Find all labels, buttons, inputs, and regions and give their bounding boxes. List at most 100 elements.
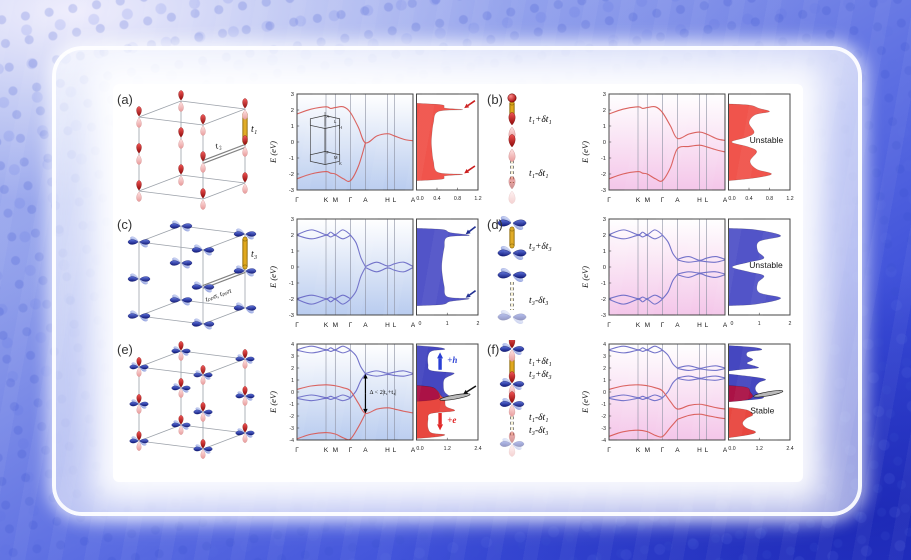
svg-text:A: A [723, 322, 727, 329]
bond-label-gold: t₁ [251, 124, 257, 135]
svg-text:-1: -1 [601, 281, 606, 287]
svg-text:-1: -1 [601, 402, 606, 408]
dos-plot-e: +h +e 0.0 1.2 2.4 [415, 340, 483, 464]
svg-text:3: 3 [291, 217, 294, 223]
chain-svg-f: t₁+δt₁ t₃+δt₃ t₁-δt₁ t₃-δt₃ [499, 340, 552, 457]
panel-d: (d) t₃+δt₃ t₃-δt₃ E (eV) -3 -2 -1 0 1 2 3 Γ K M Γ A H L… [485, 215, 795, 339]
y-axis-label: E (eV) [268, 141, 279, 163]
svg-text:A: A [363, 447, 368, 454]
svg-text:1: 1 [603, 249, 606, 255]
chain-svg-b: t₁+δt₁ t₁-δt₁ [507, 93, 552, 204]
dos-pointer-arrow-icon [464, 100, 476, 109]
dos-pointer-arrow-icon [465, 226, 477, 235]
gray-dos-lens [753, 390, 784, 398]
svg-text:2: 2 [603, 366, 606, 372]
svg-text:M: M [333, 197, 338, 204]
svg-text:+h: +h [447, 355, 457, 365]
svg-text:Γ: Γ [607, 197, 611, 204]
svg-text:K: K [324, 322, 329, 329]
dos-svg-d: Unstable 0 1 2 [728, 218, 792, 327]
dos-annotation: Unstable [749, 260, 783, 270]
panel-c: (c) t₃ tₚₚσ, tₚₚπ E (eV) -3 -2 -1 0 1 2 3 Γ K M Γ A H L… [115, 215, 483, 339]
svg-text:K: K [636, 197, 641, 204]
svg-text:-4: -4 [601, 438, 606, 444]
svg-text:0: 0 [731, 321, 734, 327]
svg-text:0: 0 [603, 265, 606, 271]
dos-svg-c: 0 1 2 [416, 218, 480, 327]
svg-text:0.0: 0.0 [416, 196, 423, 202]
y-axis-label: E (eV) [580, 141, 591, 163]
svg-text:3: 3 [291, 92, 294, 98]
chain-f: (f) t₁+δt₁ t₃+δt₃ t₁-δt₁ t₃-δt₃ [485, 340, 579, 464]
hopping-label: t₃+δt₃ [529, 370, 552, 380]
panel-a: (a) t₁ t₂ E (eV) A L H Γ M K -3 -2 -1 0 1 2 3 Γ K M Γ A H L A … [115, 90, 483, 214]
svg-text:-3: -3 [289, 426, 294, 432]
dos-plot-f: Stable 0.0 1.2 2.4 [727, 340, 795, 464]
band-plot-d: E (eV) -3 -2 -1 0 1 2 3 Γ K M Γ A H L A [579, 215, 727, 339]
dos-plot-b: Unstable 0.0 0.4 0.8 1.2 [727, 90, 795, 214]
svg-text:A: A [363, 197, 368, 204]
svg-text:L: L [705, 197, 709, 204]
svg-text:A: A [675, 197, 680, 204]
panel-e: (e) E (eV) Δ < 2|t₁+t₃| -4 -3 -2 -1 0 1 2 3 4 Γ K M Γ A… [115, 340, 483, 464]
band-plot-b: E (eV) -3 -2 -1 0 1 2 3 Γ K M Γ A H L A [579, 90, 727, 214]
svg-text:A: A [411, 322, 415, 329]
hopping-label: t₃-δt₃ [529, 426, 548, 436]
chain-d: (d) t₃+δt₃ t₃-δt₃ [485, 215, 579, 339]
svg-text:1: 1 [603, 378, 606, 384]
svg-text:2: 2 [291, 233, 294, 239]
band-plot-c: E (eV) -3 -2 -1 0 1 2 3 Γ K M Γ A H L A [267, 215, 415, 339]
svg-text:-1: -1 [289, 281, 294, 287]
electron-arrow-icon [437, 413, 444, 431]
svg-text:0.4: 0.4 [433, 196, 440, 202]
svg-text:4: 4 [291, 342, 294, 348]
svg-text:1: 1 [603, 124, 606, 130]
svg-text:A: A [363, 322, 368, 329]
hole-arrow-icon [437, 352, 444, 370]
svg-text:L: L [393, 447, 397, 454]
svg-text:Γ: Γ [295, 322, 299, 329]
svg-text:-3: -3 [601, 426, 606, 432]
band-plot-f: E (eV) -4 -3 -2 -1 0 1 2 3 4 Γ K M Γ A H L A [579, 340, 727, 464]
svg-text:-4: -4 [289, 438, 294, 444]
dos-svg-e: +h +e 0.0 1.2 2.4 [416, 343, 482, 452]
svg-text:-1: -1 [289, 156, 294, 162]
svg-text:1.2: 1.2 [756, 446, 763, 452]
band-svg-d: -3 -2 -1 0 1 2 3 Γ K M Γ A H L A [601, 217, 727, 329]
band-plot-a: E (eV) A L H Γ M K -3 -2 -1 0 1 2 3 Γ K M Γ A H L A [267, 90, 415, 214]
svg-text:Γ: Γ [327, 150, 330, 155]
bond-label-diagonal: t₂ [214, 140, 223, 151]
hopping-label: t₃-δt₃ [529, 296, 548, 306]
svg-text:1: 1 [446, 321, 449, 327]
svg-text:Γ: Γ [661, 447, 665, 454]
dos-annotation: Stable [750, 406, 774, 416]
hopping-label: t₁+δt₁ [529, 357, 552, 367]
band-svg-c: -3 -2 -1 0 1 2 3 Γ K M Γ A H L A [289, 217, 415, 329]
panel-label-c: (c) [117, 217, 133, 232]
svg-text:A: A [411, 197, 415, 204]
svg-text:M: M [645, 322, 650, 329]
svg-text:0: 0 [291, 140, 294, 146]
hopping-label: t₁-δt₁ [529, 169, 548, 179]
svg-text:-2: -2 [289, 297, 294, 303]
hopping-label: t₁-δt₁ [529, 413, 548, 423]
svg-text:-1: -1 [289, 402, 294, 408]
svg-text:1.2: 1.2 [474, 196, 481, 202]
svg-text:K: K [324, 447, 329, 454]
svg-text:Γ: Γ [349, 322, 353, 329]
chain-b: (b) t₁+δt₁ t₁-δt₁ [485, 90, 579, 214]
lattice-svg-a: t₁ t₂ [136, 90, 257, 210]
dos-pointer-arrow-icon [464, 165, 476, 174]
svg-text:Γ: Γ [295, 447, 299, 454]
dos-svg-f: Stable 0.0 1.2 2.4 [728, 343, 794, 452]
svg-text:H: H [339, 125, 342, 130]
svg-text:Γ: Γ [661, 197, 665, 204]
y-axis-label: E (eV) [580, 266, 591, 288]
svg-text:-2: -2 [289, 414, 294, 420]
svg-text:3: 3 [291, 354, 294, 360]
svg-text:-1: -1 [601, 156, 606, 162]
dos-pointer-arrow-icon [465, 290, 477, 298]
